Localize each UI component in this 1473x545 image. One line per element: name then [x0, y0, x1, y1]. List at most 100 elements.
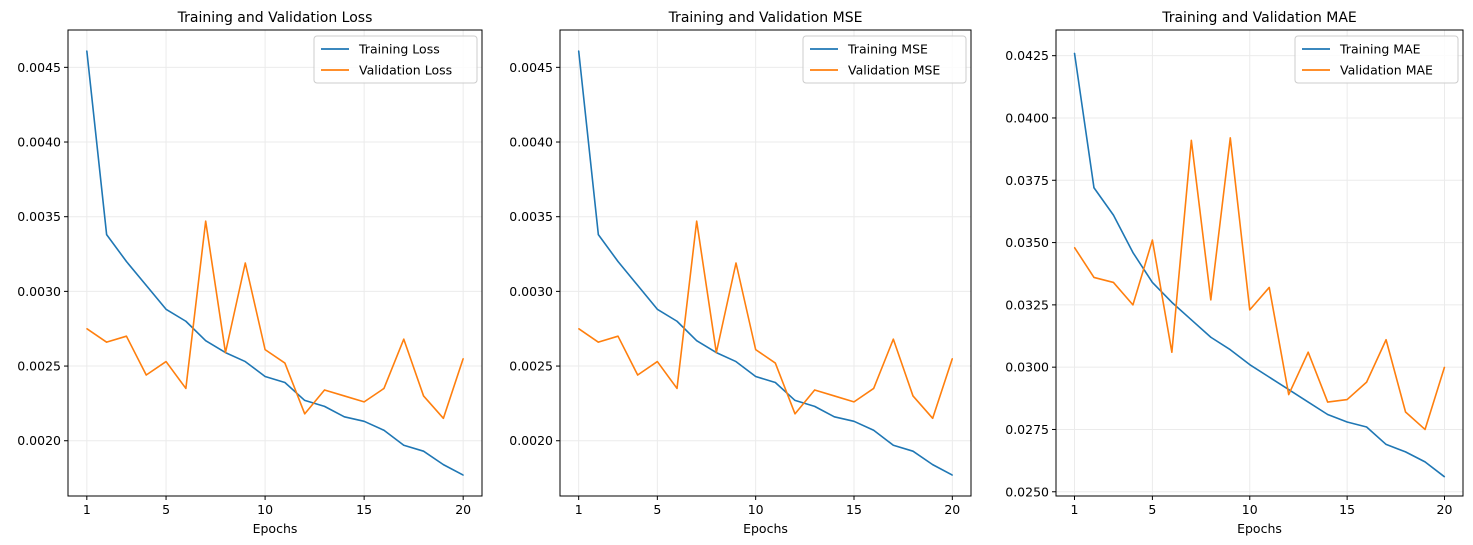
chart-title: Training and Validation Loss: [177, 10, 373, 26]
data-point: [1073, 52, 1076, 54]
data-point: [794, 413, 796, 415]
data-point: [86, 328, 88, 330]
legend: Training Loss Validation Loss: [313, 35, 478, 84]
y-tick-label: 0.0300: [1005, 360, 1049, 375]
data-point: [145, 374, 147, 376]
data-point: [578, 328, 580, 330]
data-point: [1132, 304, 1134, 306]
data-point: [892, 444, 894, 446]
data-point: [774, 381, 776, 384]
y-tick-label: 0.0035: [17, 209, 61, 224]
data-point: [853, 420, 855, 422]
data-point: [125, 335, 128, 337]
data-point: [264, 375, 266, 378]
data-point: [892, 338, 894, 340]
data-point: [442, 417, 444, 419]
data-point: [656, 360, 658, 363]
data-point: [1385, 339, 1387, 341]
plot-frame: [67, 29, 483, 497]
data-point: [1171, 301, 1173, 303]
data-point: [403, 444, 405, 446]
x-tick-label: 10: [748, 502, 764, 517]
x-tick-label: 20: [944, 502, 960, 517]
legend-label: Training MAE: [1339, 42, 1421, 57]
data-point: [343, 416, 345, 418]
y-tick-label: 0.0425: [1005, 48, 1049, 63]
data-point: [1249, 364, 1251, 366]
data-point: [735, 262, 737, 264]
data-point: [145, 284, 147, 287]
data-point: [774, 362, 776, 364]
data-point: [304, 399, 306, 402]
data-point: [284, 362, 286, 364]
series-line-validation: [86, 220, 464, 420]
data-point: [323, 389, 326, 391]
y-tick-label: 0.0045: [17, 60, 61, 75]
y-tick-label: 0.0025: [509, 359, 553, 374]
data-point: [1327, 401, 1329, 403]
data-point: [106, 234, 108, 236]
data-point: [1346, 421, 1348, 423]
x-tick-label: 1: [1071, 502, 1079, 517]
series-line-training: [577, 50, 953, 476]
data-point: [383, 429, 385, 431]
legend-box: [802, 35, 967, 84]
x-tick-label: 5: [653, 502, 661, 517]
x-tick-label: 20: [1437, 502, 1453, 517]
data-point: [1073, 246, 1076, 249]
data-point: [422, 450, 425, 452]
data-point: [1307, 401, 1309, 403]
y-tick-label: 0.0400: [1005, 110, 1049, 125]
legend: Training MAE Validation MAE: [1294, 35, 1459, 84]
data-point: [442, 464, 444, 466]
data-point: [1190, 319, 1192, 321]
data-point: [597, 341, 599, 343]
legend-box: [1294, 35, 1459, 84]
x-tick-label: 5: [162, 502, 170, 517]
data-point: [853, 401, 855, 403]
data-point: [932, 464, 934, 466]
data-point: [1210, 299, 1212, 301]
x-tick-label: 10: [257, 502, 273, 517]
data-point: [676, 320, 678, 322]
data-point: [165, 360, 167, 363]
data-point: [185, 320, 187, 322]
data-point: [1443, 366, 1446, 368]
data-point: [755, 375, 757, 378]
x-axis-label: Epochs: [1237, 521, 1282, 536]
data-point: [1190, 139, 1192, 141]
data-point: [323, 405, 326, 407]
data-point: [284, 381, 286, 384]
data-point: [1424, 428, 1426, 431]
data-point: [1112, 281, 1115, 284]
legend: Training MSE Validation MSE: [802, 35, 967, 84]
data-point: [715, 352, 717, 354]
data-point: [617, 260, 619, 263]
y-tick-label: 0.0025: [17, 359, 61, 374]
legend-label: Validation MAE: [1340, 63, 1433, 78]
data-point: [833, 416, 835, 418]
x-tick-label: 20: [455, 502, 471, 517]
legend-label: Validation Loss: [359, 63, 452, 78]
chart-panel-2: 1 5 10 15 200.00200.00250.00300.00350.00400.…: [509, 10, 972, 536]
data-point: [1404, 411, 1407, 413]
data-point: [1171, 351, 1173, 353]
y-tick-label: 0.0040: [509, 135, 553, 150]
y-tick-label: 0.0250: [1005, 484, 1049, 499]
legend-box: [313, 35, 478, 84]
y-tick-label: 0.0325: [1005, 297, 1049, 312]
y-tick-label: 0.0020: [509, 433, 553, 448]
data-point: [224, 352, 227, 354]
y-tick-label: 0.0045: [509, 60, 553, 75]
data-point: [951, 474, 953, 476]
y-tick-label: 0.0035: [509, 209, 553, 224]
series-line-training: [1073, 53, 1445, 478]
chart-title: Training and Validation MSE: [668, 10, 863, 26]
data-point: [1268, 286, 1270, 289]
data-point: [912, 450, 914, 452]
legend-label: Training MSE: [847, 42, 928, 57]
chart-title: Training and Validation MAE: [1161, 10, 1357, 26]
x-axis-label: Epochs: [743, 521, 788, 536]
x-tick-label: 1: [83, 502, 91, 517]
data-point: [676, 387, 678, 390]
